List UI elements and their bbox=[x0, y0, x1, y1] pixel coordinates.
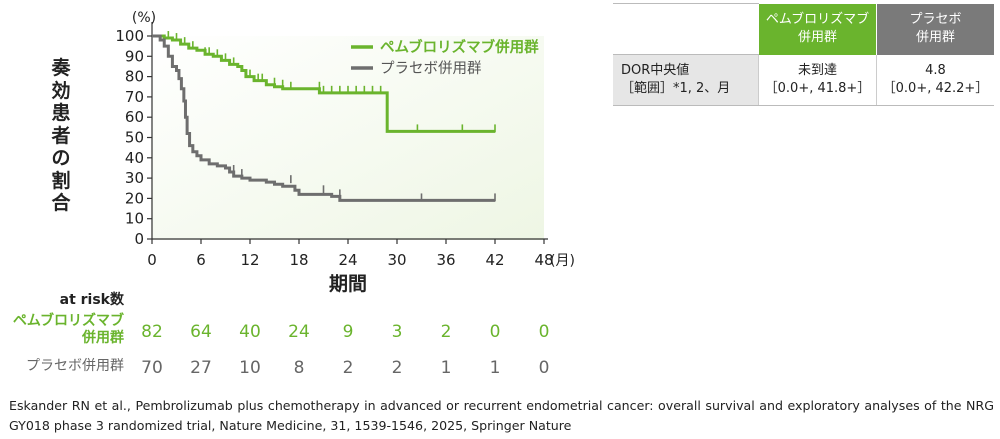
x-tick-label: 12 bbox=[240, 251, 259, 269]
at-risk-label-pembro-line: ペムブロリズマブ bbox=[12, 313, 124, 329]
at-risk-value-pembro: 3 bbox=[391, 322, 403, 342]
dor-value-pembro: 未到達 ［0.0+, 41.8+］ bbox=[758, 54, 877, 106]
at-risk-value-pembro: 9 bbox=[342, 322, 354, 342]
at-risk-value-pembro: 24 bbox=[288, 322, 310, 342]
series-layer bbox=[152, 31, 496, 202]
dor-value-placebo: 4.8 ［0.0+, 42.2+］ bbox=[876, 54, 994, 106]
dor-row-label-line2: ［範囲］*1, 2、月 bbox=[621, 81, 731, 96]
dor-header-pembro-line: ペムブロリズマブ bbox=[765, 12, 870, 27]
y-tick-label: 80 bbox=[125, 68, 144, 86]
dor-row-label-line1: DOR中央値 bbox=[621, 63, 690, 78]
dor-header-placebo: プラセボ 併用群 bbox=[876, 3, 994, 55]
legend-label-placebo: プラセボ併用群 bbox=[380, 60, 482, 77]
y-tick-label: 0 bbox=[134, 230, 144, 248]
y-tick-label: 40 bbox=[125, 149, 144, 167]
dor-header-placebo-line: プラセボ bbox=[909, 12, 962, 27]
y-axis-label-char: 効 bbox=[51, 79, 71, 102]
citation-footnote: Eskander RN et al., Pembrolizumab plus c… bbox=[9, 398, 994, 433]
x-tick-label: 0 bbox=[147, 251, 157, 269]
at-risk-label-pembro-line: 併用群 bbox=[82, 330, 124, 346]
x-tick-label: 30 bbox=[387, 251, 406, 269]
y-unit-label: (%) bbox=[132, 10, 156, 26]
y-tick-label: 10 bbox=[125, 210, 144, 228]
axes: 0 10 20 30 40 50 60 70 80 90 100 0 6 12 18 24 30 36 42 48 (%… bbox=[115, 10, 575, 295]
at-risk-value-placebo: 1 bbox=[440, 358, 452, 378]
y-tick-label: 70 bbox=[125, 88, 144, 106]
series-line-placebo bbox=[152, 34, 495, 202]
at-risk-value-placebo: 8 bbox=[293, 358, 305, 378]
dor-header-placebo-line: 併用群 bbox=[915, 30, 955, 45]
at-risk-value-placebo: 10 bbox=[239, 358, 261, 378]
y-axis-label-char: 患 bbox=[51, 102, 71, 124]
x-tick-label: 6 bbox=[196, 251, 206, 269]
dor-table-corner bbox=[613, 3, 759, 55]
y-tick-label: 50 bbox=[125, 129, 144, 147]
at-risk-value-placebo: 2 bbox=[342, 358, 354, 378]
series-line-pembro bbox=[152, 34, 495, 133]
y-axis-label-char: 合 bbox=[51, 192, 71, 214]
at-risk-value-pembro: 64 bbox=[190, 322, 212, 342]
at-risk-value-placebo: 0 bbox=[538, 358, 550, 378]
dor-header-pembro: ペムブロリズマブ 併用群 bbox=[758, 3, 877, 55]
dor-pembro-median: 未到達 bbox=[797, 62, 837, 78]
at-risk-value-pembro: 40 bbox=[239, 322, 261, 342]
legend-label-pembro: ペムブロリズマブ併用群 bbox=[380, 38, 539, 56]
km-chart: 0 10 20 30 40 50 60 70 80 90 100 0 6 12 18 24 30 36 42 48 (%… bbox=[115, 10, 575, 295]
x-unit-label: (月) bbox=[550, 253, 575, 269]
at-risk-value-pembro: 0 bbox=[489, 322, 501, 342]
plot-background bbox=[151, 36, 544, 240]
dor-row-label: DOR中央値 ［範囲］*1, 2、月 bbox=[613, 54, 759, 106]
at-risk-label-pembro: ペムブロリズマブ 併用群 bbox=[0, 313, 124, 347]
y-tick-label: 90 bbox=[125, 47, 144, 65]
x-tick-label: 24 bbox=[338, 251, 357, 269]
x-tick-label: 48 bbox=[534, 251, 553, 269]
dor-placebo-range: ［0.0+, 42.2+］ bbox=[882, 80, 989, 96]
y-axis-label-char: 割 bbox=[51, 169, 71, 192]
at-risk-value-placebo: 70 bbox=[141, 358, 163, 378]
y-tick-label: 100 bbox=[115, 27, 144, 45]
y-axis-label: 奏効患者の割合 bbox=[48, 57, 74, 215]
y-tick-label: 20 bbox=[125, 189, 144, 207]
at-risk-value-pembro: 82 bbox=[141, 322, 163, 342]
x-tick-label: 36 bbox=[436, 251, 455, 269]
at-risk-value-pembro: 0 bbox=[538, 322, 550, 342]
dor-header-pembro-line: 併用群 bbox=[797, 30, 837, 45]
at-risk-value-placebo: 2 bbox=[391, 358, 403, 378]
dor-table: ペムブロリズマブ 併用群 プラセボ 併用群 DOR中央値 ［範囲］*1, 2、月 未… bbox=[613, 3, 994, 106]
y-axis-label-char: 者 bbox=[51, 124, 71, 147]
y-tick-label: 30 bbox=[125, 169, 144, 187]
at-risk-value-placebo: 27 bbox=[190, 358, 212, 378]
at-risk-value-placebo: 1 bbox=[489, 358, 501, 378]
y-tick-label: 60 bbox=[125, 108, 144, 126]
x-tick-label: 42 bbox=[485, 251, 504, 269]
x-tick-label: 18 bbox=[289, 251, 308, 269]
y-axis-label-char: 奏 bbox=[51, 57, 71, 79]
y-axis-label-char: の bbox=[51, 147, 71, 169]
dor-placebo-median: 4.8 bbox=[925, 62, 946, 78]
at-risk-label-placebo: プラセボ併用群 bbox=[26, 358, 124, 374]
dor-pembro-range: ［0.0+, 41.8+］ bbox=[764, 80, 871, 96]
at-risk-title: at risk数 bbox=[59, 292, 124, 308]
x-axis-label: 期間 bbox=[329, 273, 367, 295]
at-risk-value-pembro: 2 bbox=[440, 322, 452, 342]
